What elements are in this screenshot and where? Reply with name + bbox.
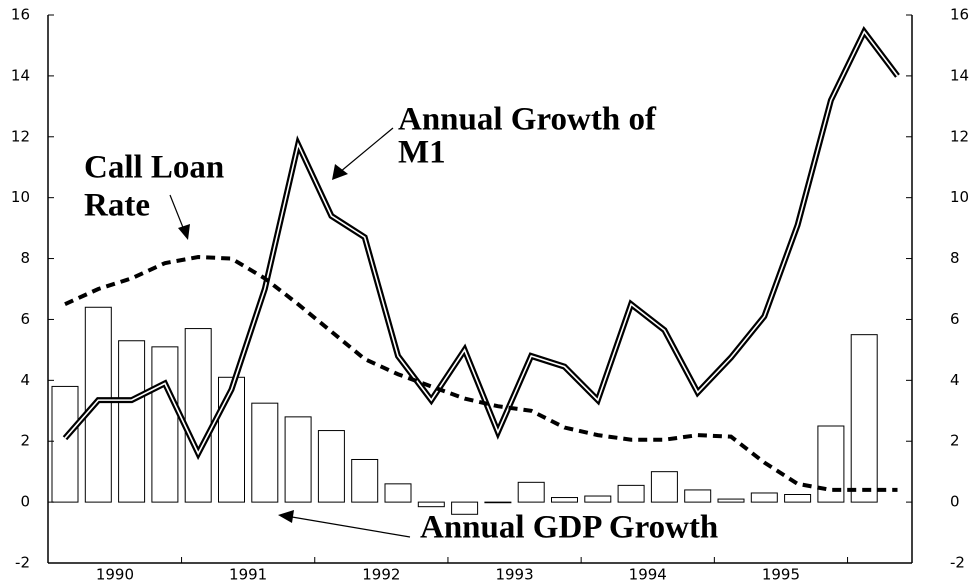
y2-tick-label: 12	[950, 127, 969, 145]
arrow	[339, 127, 394, 173]
bar	[384, 483, 412, 503]
bar	[484, 501, 512, 504]
x-tick-label: 1994	[629, 566, 667, 581]
y-tick-label: 14	[11, 66, 30, 84]
y-tick-label: 10	[11, 188, 30, 206]
annotation: M1	[398, 135, 446, 171]
bar	[517, 481, 545, 503]
arrow-head	[278, 510, 294, 523]
y-tick-label: -2	[15, 554, 30, 572]
y2-tick-label: 8	[950, 249, 960, 267]
y-tick-label: 8	[20, 249, 30, 267]
annotation: Annual GDP Growth	[420, 510, 718, 546]
line	[64, 255, 898, 492]
bar	[850, 334, 878, 503]
y-tick-label: 12	[11, 127, 30, 145]
bar	[784, 494, 812, 503]
arrow	[169, 194, 185, 231]
bar	[717, 498, 745, 503]
x-tick-label: 1993	[495, 566, 533, 581]
bar	[351, 458, 379, 503]
y-tick-label: 16	[11, 6, 30, 24]
bar	[151, 346, 179, 503]
y2-tick-label: 4	[950, 371, 960, 389]
x-tick-label: 1991	[229, 566, 267, 581]
bar	[118, 340, 146, 503]
y2-tick-label: 0	[950, 493, 960, 511]
annotation: Rate	[84, 188, 150, 224]
bar	[417, 501, 445, 508]
bar	[551, 497, 578, 503]
bar	[317, 430, 345, 503]
y2-tick-label: -2	[950, 554, 965, 572]
bar	[184, 328, 212, 503]
bar	[51, 385, 79, 503]
bar	[218, 376, 245, 503]
bar	[617, 484, 645, 503]
line	[64, 30, 899, 456]
arrow-head	[332, 164, 348, 180]
y2-tick-label: 6	[950, 310, 960, 328]
x-tick-label: 1992	[362, 566, 400, 581]
x-tick-label: 1995	[762, 566, 800, 581]
bar	[750, 492, 778, 503]
arrow-head	[178, 224, 190, 240]
y-tick-label: 4	[20, 371, 30, 389]
annotation: Call Loan	[84, 150, 224, 186]
y-tick-label: 0	[20, 493, 30, 511]
y2-tick-label: 2	[950, 432, 960, 450]
marks	[51, 26, 900, 515]
y-tick-label: 2	[20, 432, 30, 450]
bar	[284, 416, 312, 503]
x-tick-label: 1990	[96, 566, 134, 581]
bar	[451, 501, 479, 515]
annotation: Annual Growth of	[398, 102, 657, 138]
y2-tick-label: 14	[950, 66, 969, 84]
bar	[650, 471, 678, 503]
arrow	[291, 516, 411, 538]
bar	[251, 402, 279, 503]
y-tick-label: 6	[20, 310, 30, 328]
bar	[584, 495, 612, 503]
y2-tick-label: 10	[950, 188, 969, 206]
bar	[84, 306, 112, 503]
bar	[684, 489, 712, 503]
y2-tick-label: 16	[950, 6, 969, 24]
